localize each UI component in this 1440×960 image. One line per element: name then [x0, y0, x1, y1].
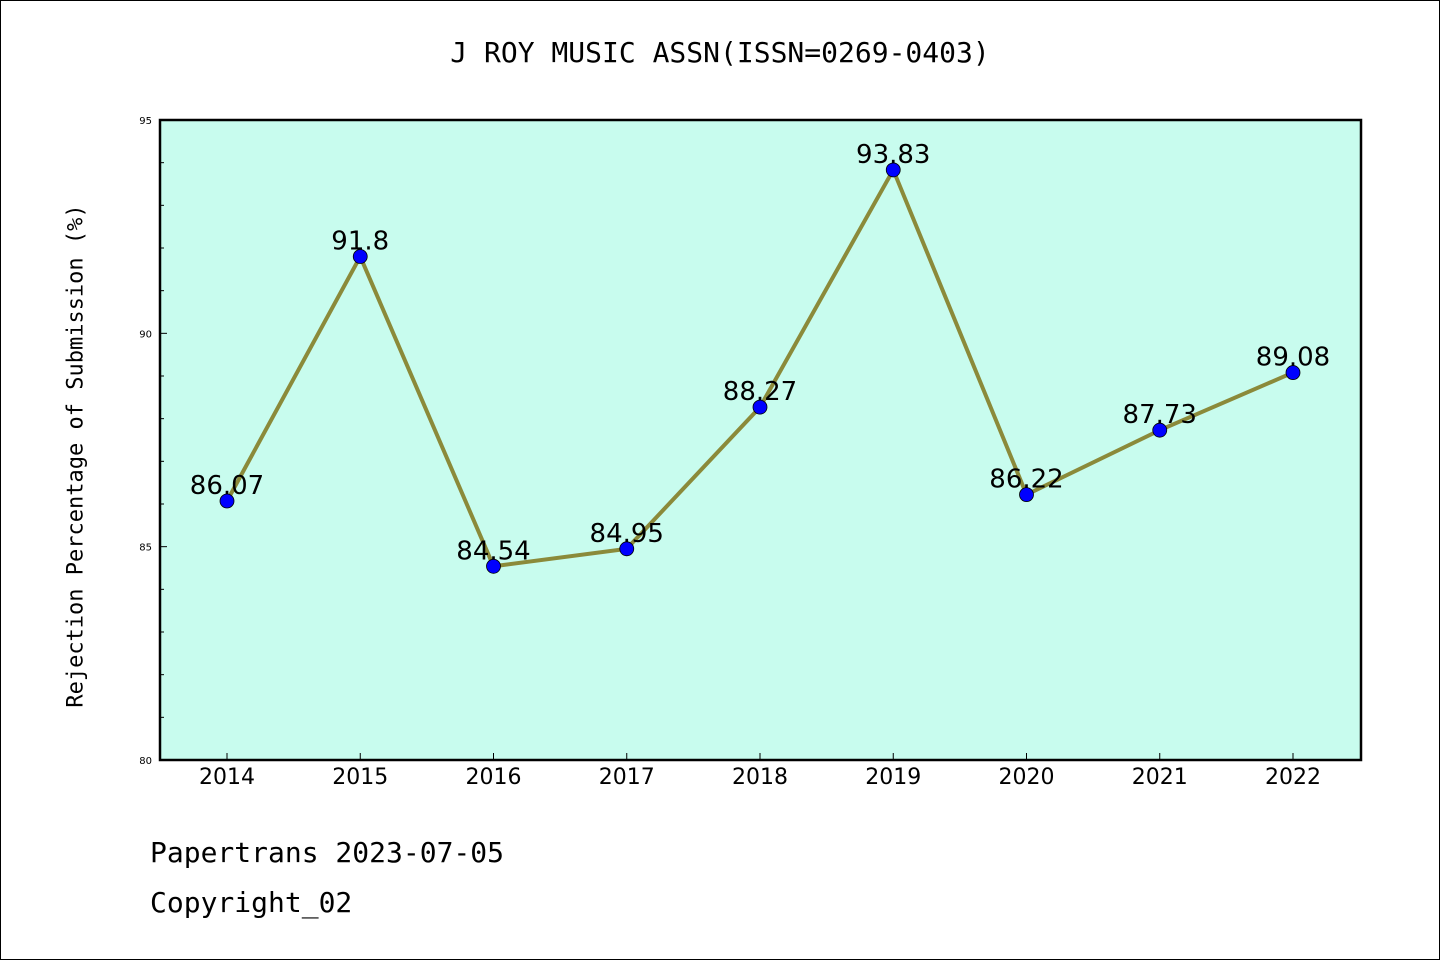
- x-tick-label: 2021: [1132, 765, 1188, 790]
- data-label: 87.73: [1123, 400, 1197, 430]
- data-point: [352, 249, 368, 264]
- chart-title: J ROY MUSIC ASSN(ISSN=0269-0403): [450, 36, 990, 69]
- x-tick-label: 2017: [599, 765, 655, 790]
- x-axis-ticks: 2014 2015 2016 2017 2018 2019 2020 2021 2022: [199, 753, 1321, 790]
- plot-border: [158, 118, 1363, 762]
- x-tick-label: 2015: [332, 765, 388, 790]
- data-series: [219, 162, 1301, 574]
- footer-copyright: Copyright_02: [150, 886, 353, 919]
- x-tick-label: 2016: [466, 765, 522, 790]
- x-tick-label: 2019: [865, 765, 921, 790]
- data-label: 93.83: [856, 140, 930, 170]
- x-tick-label: 2018: [732, 765, 788, 790]
- data-label: 86.07: [190, 471, 264, 501]
- data-point: [619, 541, 635, 557]
- x-tick-label: 2014: [199, 765, 255, 790]
- footer-date: Papertrans 2023-07-05: [150, 836, 505, 869]
- data-point: [1152, 422, 1168, 438]
- data-label: 84.95: [590, 519, 664, 549]
- data-point: [1285, 365, 1301, 380]
- data-labels: 86.07 91.8 84.54 84.95 88.27 93.83 86.22 87.73 8…: [190, 140, 1330, 566]
- data-label: 88.27: [723, 377, 797, 407]
- data-point: [752, 399, 768, 415]
- data-label: 84.54: [456, 536, 530, 566]
- data-point: [1019, 487, 1034, 503]
- data-point: [885, 162, 901, 178]
- data-label: 89.08: [1256, 343, 1330, 373]
- data-point: [219, 493, 235, 509]
- x-tick-label: 2022: [1265, 765, 1321, 790]
- y-tick-label: 85: [139, 543, 152, 554]
- plot-area: [160, 120, 1361, 760]
- data-label: 86.22: [989, 465, 1063, 495]
- y-tick-label: 90: [139, 329, 152, 340]
- x-tick-label: 2020: [999, 765, 1055, 790]
- y-tick-label: 95: [139, 116, 152, 127]
- data-point: [486, 558, 501, 574]
- data-label: 91.8: [331, 227, 389, 257]
- y-tick-label: 80: [139, 756, 152, 767]
